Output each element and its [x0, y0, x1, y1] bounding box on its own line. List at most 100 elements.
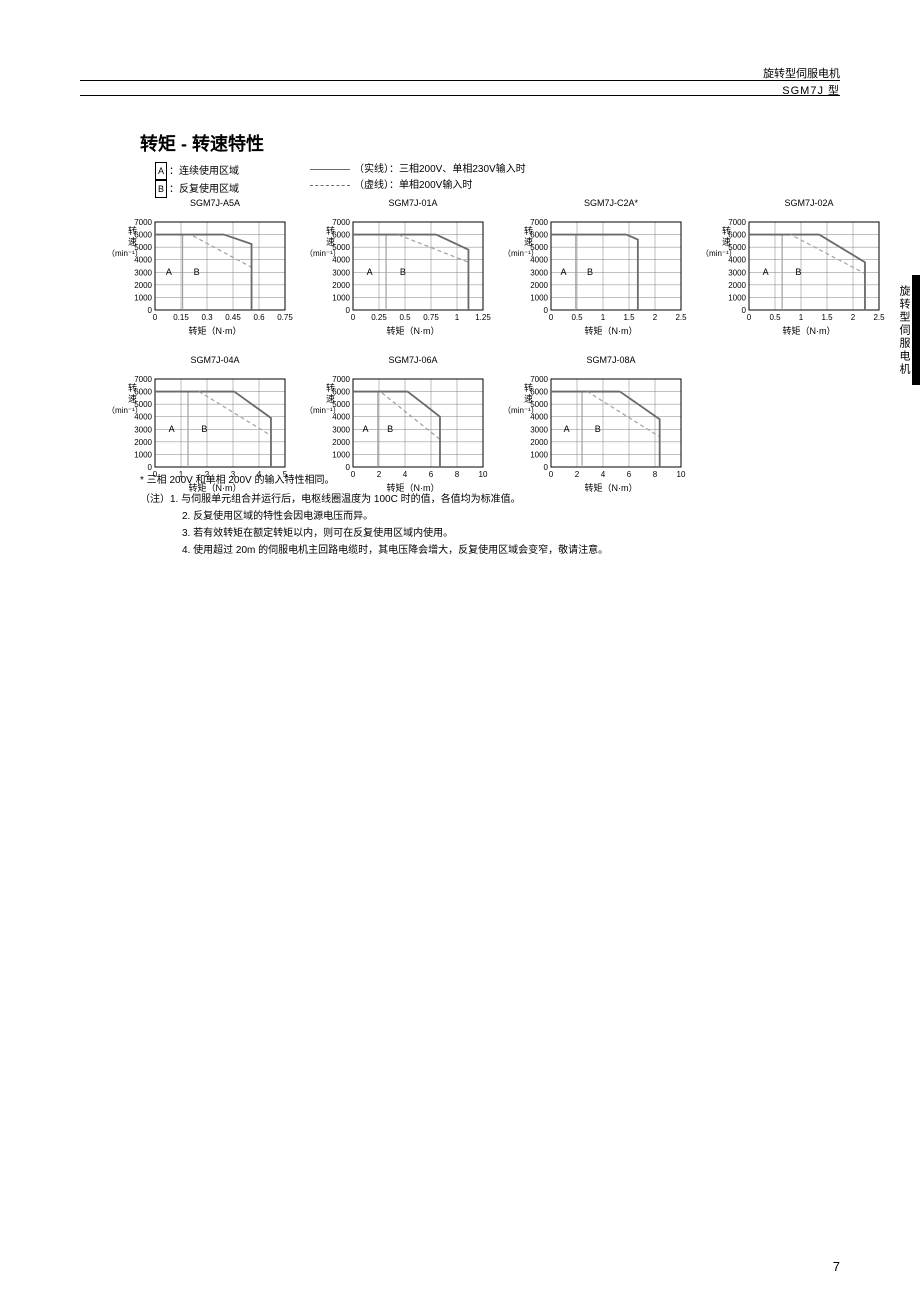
chart-SGM7J-A5A: 转速（min⁻¹）SGM7J-A5AAB01000200030004000500… — [125, 198, 305, 337]
x-axis-label: 转矩（N·m） — [323, 324, 503, 337]
svg-text:1000: 1000 — [332, 293, 350, 302]
y-axis-unit: （min⁻¹） — [503, 405, 539, 416]
legend-right: （实线）：三相200V、单相230V输入时 （虚线）：单相200V输入时 — [310, 162, 526, 194]
footnote-4: 4. 使用超过 20m 的伺服电机主回路电缆时，其电压降会增大，反复使用区域会变… — [140, 542, 608, 559]
svg-text:3000: 3000 — [332, 268, 350, 277]
svg-text:0.3: 0.3 — [201, 313, 213, 322]
svg-text:1000: 1000 — [530, 450, 548, 459]
chart-title: SGM7J-08A — [521, 355, 701, 365]
legend-dash-line — [310, 185, 350, 186]
svg-text:1000: 1000 — [134, 450, 152, 459]
legend-b-text: ：反复使用区域 — [169, 184, 239, 195]
svg-text:3000: 3000 — [530, 268, 548, 277]
svg-text:1000: 1000 — [332, 450, 350, 459]
legend-a-box: A — [155, 162, 167, 180]
svg-text:2000: 2000 — [530, 281, 548, 290]
svg-text:B: B — [201, 424, 207, 434]
y-axis-label: 转速 — [509, 383, 533, 405]
legend-a: A：连续使用区域 — [155, 162, 239, 180]
svg-text:3000: 3000 — [728, 268, 746, 277]
svg-text:B: B — [587, 267, 593, 277]
svg-text:2000: 2000 — [134, 281, 152, 290]
svg-text:0.25: 0.25 — [371, 313, 387, 322]
page-title: 转矩 - 转速特性 — [140, 130, 264, 156]
svg-text:0.5: 0.5 — [571, 313, 583, 322]
svg-text:A: A — [166, 267, 172, 277]
legend-left: A：连续使用区域 B：反复使用区域 — [155, 162, 239, 198]
svg-text:B: B — [795, 267, 801, 277]
svg-text:0.75: 0.75 — [423, 313, 439, 322]
svg-text:A: A — [564, 424, 570, 434]
legend-solid: （实线）：三相200V、单相230V输入时 — [310, 162, 526, 178]
svg-text:1000: 1000 — [530, 293, 548, 302]
svg-text:0.15: 0.15 — [173, 313, 189, 322]
svg-text:0.45: 0.45 — [225, 313, 241, 322]
svg-text:1: 1 — [799, 313, 804, 322]
chart-title: SGM7J-01A — [323, 198, 503, 208]
chart-title: SGM7J-C2A* — [521, 198, 701, 208]
svg-text:2: 2 — [653, 313, 658, 322]
legend-a-text: ：连续使用区域 — [169, 166, 239, 177]
svg-text:1: 1 — [601, 313, 606, 322]
chart-SGM7J-C2A*: 转速（min⁻¹）SGM7J-C2A*AB0100020003000400050… — [521, 198, 701, 337]
charts-container: 转速（min⁻¹）SGM7J-A5AAB01000200030004000500… — [125, 198, 899, 512]
svg-text:A: A — [169, 424, 175, 434]
svg-text:3000: 3000 — [134, 425, 152, 434]
legend-b: B：反复使用区域 — [155, 180, 239, 198]
svg-text:A: A — [367, 267, 373, 277]
y-axis-label: 转速 — [311, 226, 335, 248]
legend-solid-text: （实线）：三相200V、单相230V输入时 — [354, 164, 526, 175]
svg-text:2: 2 — [851, 313, 856, 322]
legend-b-box: B — [155, 180, 167, 198]
svg-text:3000: 3000 — [530, 425, 548, 434]
chart-title: SGM7J-A5A — [125, 198, 305, 208]
y-axis-label: 转速 — [509, 226, 533, 248]
y-axis-label: 转速 — [113, 383, 137, 405]
svg-text:1.25: 1.25 — [475, 313, 491, 322]
svg-text:1.5: 1.5 — [623, 313, 635, 322]
header-rule-2 — [80, 95, 840, 96]
chart-title: SGM7J-02A — [719, 198, 899, 208]
footnote-3: 3. 若有效转矩在额定转矩以内，则可在反复使用区域内使用。 — [140, 525, 608, 542]
y-axis-label: 转速 — [707, 226, 731, 248]
page-header: 旋转型伺服电机 — [763, 65, 840, 81]
x-axis-label: 转矩（N·m） — [521, 324, 701, 337]
svg-text:B: B — [400, 267, 406, 277]
chart-title: SGM7J-06A — [323, 355, 503, 365]
chart-row-1: 转速（min⁻¹）SGM7J-A5AAB01000200030004000500… — [125, 198, 899, 337]
y-axis-unit: （min⁻¹） — [107, 405, 143, 416]
svg-text:0: 0 — [153, 313, 158, 322]
x-axis-label: 转矩（N·m） — [719, 324, 899, 337]
svg-text:2000: 2000 — [728, 281, 746, 290]
svg-text:2.5: 2.5 — [675, 313, 687, 322]
svg-text:1000: 1000 — [134, 293, 152, 302]
y-axis-label: 转速 — [311, 383, 335, 405]
svg-text:0.5: 0.5 — [769, 313, 781, 322]
footnotes: * 三相 200V 和单相 200V 的输入特性相同。 （注）1. 与伺服单元组… — [140, 472, 608, 559]
svg-text:2000: 2000 — [332, 281, 350, 290]
y-axis-unit: （min⁻¹） — [107, 248, 143, 259]
svg-text:0: 0 — [747, 313, 752, 322]
header-category: 旋转型伺服电机 — [763, 65, 840, 81]
svg-text:2000: 2000 — [134, 438, 152, 447]
side-tab-marker — [912, 275, 920, 385]
svg-text:1: 1 — [455, 313, 460, 322]
svg-text:3000: 3000 — [134, 268, 152, 277]
y-axis-unit: （min⁻¹） — [503, 248, 539, 259]
side-tab: 旋转型伺服电机 — [892, 275, 912, 385]
svg-text:2000: 2000 — [530, 438, 548, 447]
svg-text:8: 8 — [653, 470, 658, 479]
y-axis-unit: （min⁻¹） — [305, 248, 341, 259]
svg-text:0: 0 — [549, 313, 554, 322]
svg-text:A: A — [763, 267, 769, 277]
chart-title: SGM7J-04A — [125, 355, 305, 365]
legend-dash-text: （虚线）：单相200V输入时 — [354, 180, 472, 191]
svg-text:0: 0 — [351, 313, 356, 322]
y-axis-unit: （min⁻¹） — [305, 405, 341, 416]
svg-text:6: 6 — [627, 470, 632, 479]
y-axis-label: 转速 — [113, 226, 137, 248]
y-axis-unit: （min⁻¹） — [701, 248, 737, 259]
legend-dash: （虚线）：单相200V输入时 — [310, 178, 526, 194]
chart-SGM7J-01A: 转速（min⁻¹）SGM7J-01AAB01000200030004000500… — [323, 198, 503, 337]
footnote-2: 2. 反复使用区域的特性会因电源电压而异。 — [140, 508, 608, 525]
